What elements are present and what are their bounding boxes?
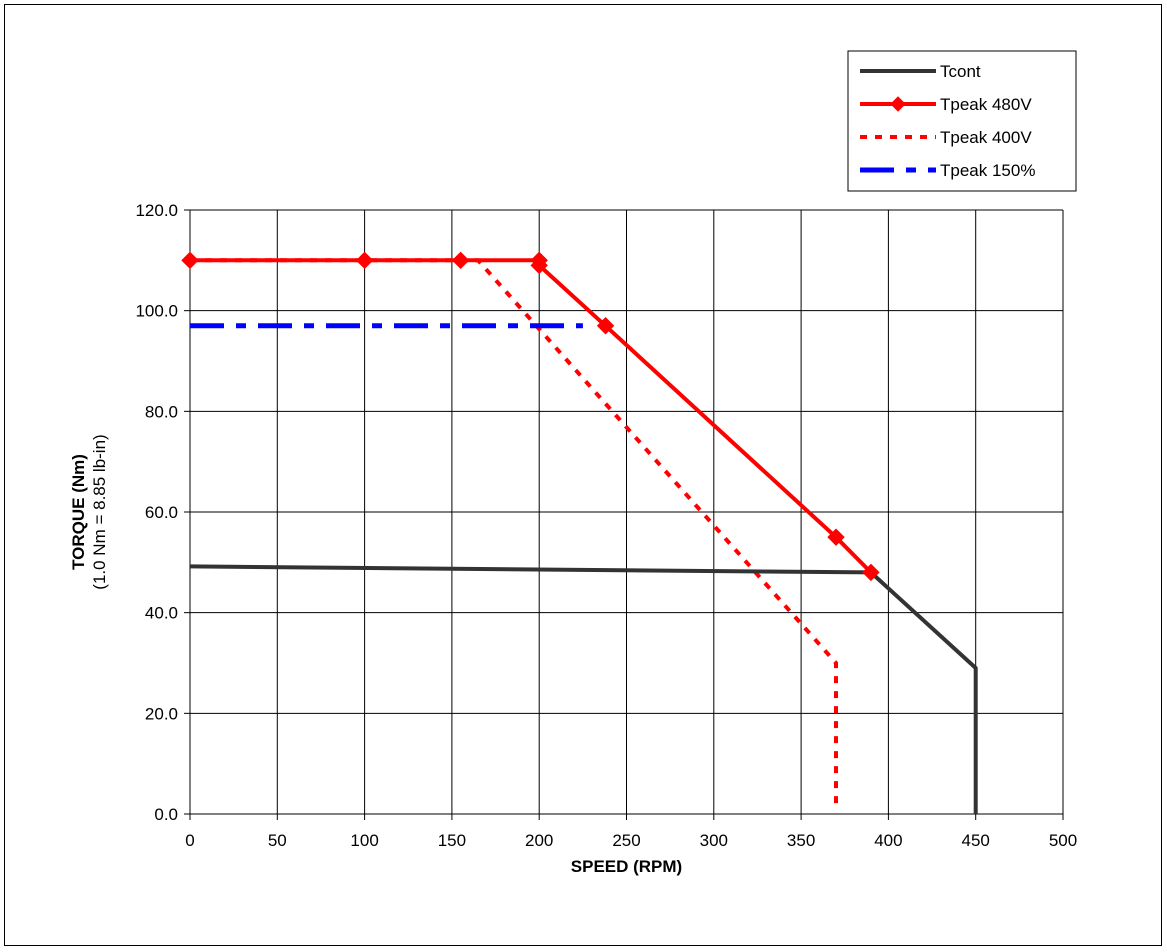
series-markers: [181, 251, 880, 582]
chart-frame: 0 50 100 150 200 250 300 350 400 450 500 0.0 20.0 40…: [4, 4, 1162, 946]
x-tick-label: 150: [438, 831, 466, 850]
y-tick-label: 100.0: [135, 302, 178, 321]
x-tick-label: 400: [874, 831, 902, 850]
x-tick-label: 450: [962, 831, 990, 850]
y-tick-label: 60.0: [145, 503, 178, 522]
series-lines: [189, 258, 978, 814]
y-tick-label: 80.0: [145, 402, 178, 421]
x-tick-label: 0: [185, 831, 194, 850]
data-point-marker: [862, 563, 880, 582]
data-point-marker: [355, 251, 374, 270]
y-tick-label: 40.0: [145, 604, 178, 623]
x-tick-label: 250: [612, 831, 640, 850]
data-point-marker: [451, 251, 470, 270]
series-line-tpeak-480v: [190, 258, 873, 574]
data-point-marker: [827, 528, 845, 546]
grid-lines: [189, 209, 1064, 815]
y-tick-label: 20.0: [145, 704, 178, 723]
x-tick-label: 300: [700, 831, 728, 850]
series-line-tcont: [189, 564, 978, 814]
x-tick-label: 500: [1049, 831, 1077, 850]
x-tick-label: 350: [787, 831, 815, 850]
y-axis-title-group: TORQUE (Nm) (1.0 Nm = 8.85 lb-in): [69, 434, 109, 589]
y-axis-title: TORQUE (Nm): [69, 454, 88, 570]
data-point-marker: [181, 251, 199, 270]
legend-marker: [890, 96, 906, 112]
x-tick-labels: 0 50 100 150 200 250 300 350 400 450 500: [185, 831, 1077, 850]
legend-label: Tpeak 150%: [940, 161, 1035, 180]
data-point-marker: [596, 317, 615, 335]
x-axis-title: SPEED (RPM): [571, 857, 682, 876]
legend-label: Tpeak 480V: [940, 95, 1032, 114]
x-tick-label: 200: [525, 831, 553, 850]
y-tick-labels: 0.0 20.0 40.0 60.0 80.0 100.0 120.0: [135, 201, 178, 824]
x-tick-label: 100: [350, 831, 378, 850]
y-tick-label: 120.0: [135, 201, 178, 220]
y-tick-label: 0.0: [154, 805, 178, 824]
chart-svg: 0 50 100 150 200 250 300 350 400 450 500 0.0 20.0 40…: [69, 50, 1077, 876]
data-point-marker: [530, 256, 548, 275]
legend: Tcont Tpeak 480V Tpeak 400V Tpeak 150%: [847, 50, 1077, 192]
legend-label: Tpeak 400V: [940, 128, 1032, 147]
y-axis-subtitle: (1.0 Nm = 8.85 lb-in): [90, 434, 109, 589]
legend-label: Tcont: [940, 62, 981, 81]
axes: [184, 209, 1064, 820]
x-tick-label: 50: [268, 831, 287, 850]
series-line-tpeak-400v: [190, 258, 838, 804]
